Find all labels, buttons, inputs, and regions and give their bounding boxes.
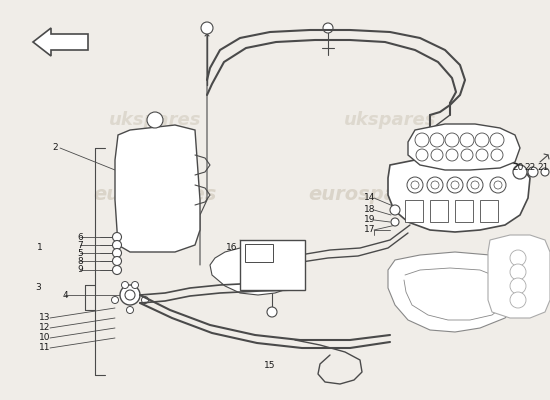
Circle shape (427, 177, 443, 193)
Polygon shape (388, 155, 530, 232)
Polygon shape (210, 246, 300, 295)
Text: 22: 22 (524, 162, 536, 172)
Text: 13: 13 (39, 314, 51, 322)
Text: eurospares: eurospares (94, 186, 217, 204)
Circle shape (490, 133, 504, 147)
Circle shape (471, 181, 479, 189)
FancyArrow shape (33, 28, 88, 56)
Circle shape (147, 112, 163, 128)
Circle shape (407, 177, 423, 193)
Circle shape (513, 165, 527, 179)
Circle shape (126, 306, 134, 314)
Text: ukspares: ukspares (109, 111, 201, 129)
Circle shape (267, 307, 277, 317)
Circle shape (125, 290, 135, 300)
Circle shape (491, 149, 503, 161)
Circle shape (141, 296, 148, 304)
Circle shape (461, 149, 473, 161)
Bar (455, 200, 473, 222)
Text: 5: 5 (77, 248, 83, 258)
Polygon shape (408, 124, 520, 170)
Text: 2: 2 (52, 144, 58, 152)
Circle shape (113, 256, 122, 266)
Text: 15: 15 (264, 360, 276, 370)
Text: 19: 19 (364, 216, 376, 224)
Circle shape (323, 23, 333, 33)
Circle shape (416, 149, 428, 161)
Text: 1: 1 (37, 244, 43, 252)
Bar (480, 200, 498, 222)
Circle shape (113, 248, 122, 258)
Text: 8: 8 (77, 256, 83, 266)
Bar (240, 240, 305, 290)
Bar (405, 200, 423, 222)
Circle shape (131, 282, 139, 288)
Circle shape (510, 278, 526, 294)
Circle shape (467, 177, 483, 193)
Circle shape (390, 205, 400, 215)
Circle shape (528, 167, 538, 177)
Text: 3: 3 (35, 284, 41, 292)
Text: ukspares: ukspares (344, 111, 436, 129)
Circle shape (510, 292, 526, 308)
Circle shape (476, 149, 488, 161)
Circle shape (415, 133, 429, 147)
Text: 20: 20 (512, 162, 524, 172)
Polygon shape (488, 235, 550, 318)
Text: 7: 7 (77, 240, 83, 250)
Circle shape (201, 22, 213, 34)
Text: 14: 14 (364, 194, 376, 202)
Circle shape (431, 149, 443, 161)
Text: 10: 10 (39, 334, 51, 342)
Text: 9: 9 (77, 266, 83, 274)
Circle shape (446, 149, 458, 161)
Text: 17: 17 (364, 226, 376, 234)
Circle shape (445, 133, 459, 147)
Bar (430, 200, 448, 222)
Text: 6: 6 (77, 232, 83, 242)
Circle shape (120, 285, 140, 305)
Circle shape (494, 181, 502, 189)
Circle shape (510, 264, 526, 280)
Text: 11: 11 (39, 344, 51, 352)
Text: 21: 21 (537, 162, 549, 172)
Circle shape (490, 177, 506, 193)
Circle shape (113, 232, 122, 242)
Text: eurospares: eurospares (309, 186, 432, 204)
Circle shape (430, 133, 444, 147)
Circle shape (122, 282, 129, 288)
Text: 4: 4 (62, 290, 68, 300)
Circle shape (113, 266, 122, 274)
Circle shape (460, 133, 474, 147)
Circle shape (510, 250, 526, 266)
Circle shape (541, 168, 549, 176)
Text: 18: 18 (364, 206, 376, 214)
Circle shape (112, 296, 118, 304)
Circle shape (411, 181, 419, 189)
Text: 12: 12 (39, 324, 51, 332)
Circle shape (113, 240, 122, 250)
Circle shape (447, 177, 463, 193)
Bar (245, 244, 273, 262)
Polygon shape (115, 125, 200, 252)
Text: 16: 16 (226, 244, 238, 252)
Circle shape (391, 218, 399, 226)
Circle shape (431, 181, 439, 189)
Circle shape (451, 181, 459, 189)
Circle shape (475, 133, 489, 147)
Polygon shape (388, 252, 525, 332)
